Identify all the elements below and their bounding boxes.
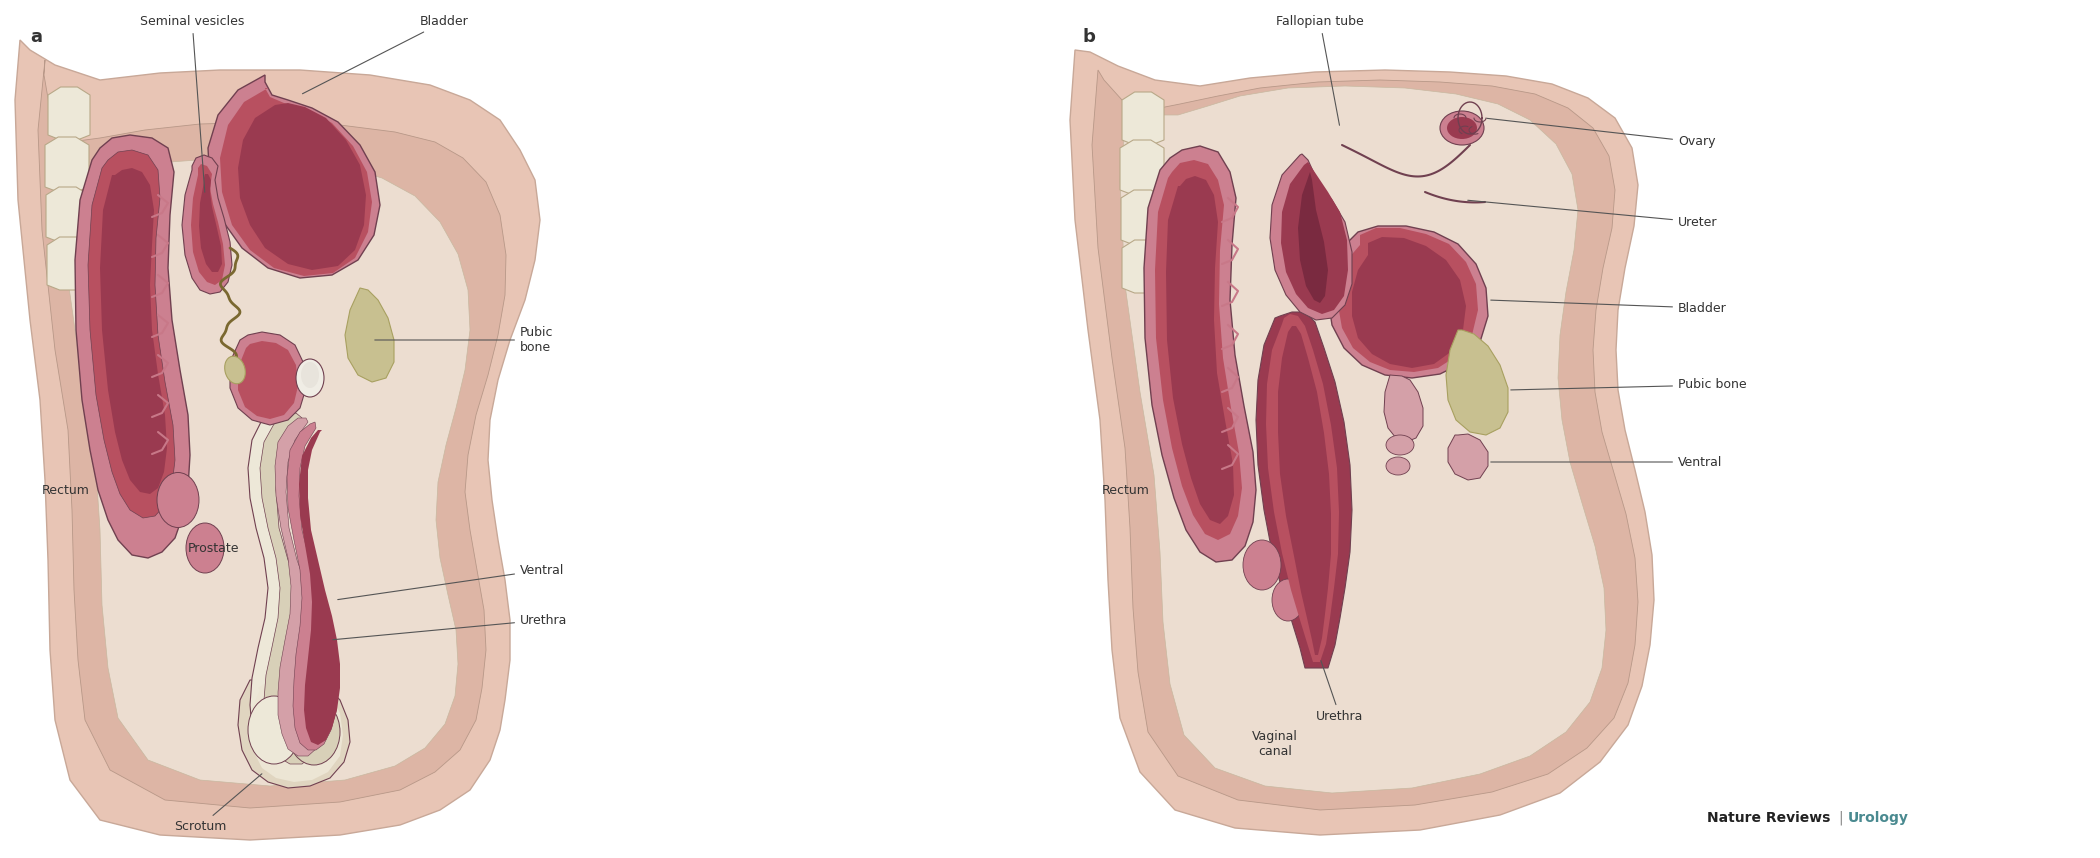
Polygon shape xyxy=(1119,140,1163,195)
Ellipse shape xyxy=(1386,457,1409,475)
Ellipse shape xyxy=(187,523,225,573)
Text: a: a xyxy=(29,28,42,46)
Text: Urology: Urology xyxy=(1848,811,1909,825)
Polygon shape xyxy=(1338,228,1478,372)
Text: Ventral: Ventral xyxy=(338,564,565,600)
Polygon shape xyxy=(1071,50,1655,835)
Polygon shape xyxy=(288,422,338,750)
Text: Ovary: Ovary xyxy=(1487,118,1716,148)
Polygon shape xyxy=(48,87,90,140)
Polygon shape xyxy=(101,168,168,494)
Text: |: | xyxy=(1838,811,1842,825)
Ellipse shape xyxy=(300,362,319,388)
Polygon shape xyxy=(1092,70,1638,810)
Polygon shape xyxy=(15,40,540,840)
Text: Ureter: Ureter xyxy=(1468,200,1718,228)
Polygon shape xyxy=(344,288,395,382)
Polygon shape xyxy=(250,680,342,782)
Polygon shape xyxy=(260,413,330,764)
Text: Ventral: Ventral xyxy=(1491,456,1722,468)
Polygon shape xyxy=(1121,92,1163,145)
Ellipse shape xyxy=(288,699,340,765)
Polygon shape xyxy=(65,95,470,786)
Polygon shape xyxy=(1281,162,1348,314)
Polygon shape xyxy=(76,135,189,558)
Text: Rectum: Rectum xyxy=(42,484,90,497)
Polygon shape xyxy=(1327,226,1489,378)
Polygon shape xyxy=(183,155,231,294)
Polygon shape xyxy=(298,430,340,745)
Text: Nature Reviews: Nature Reviews xyxy=(1707,811,1829,825)
Text: Bladder: Bladder xyxy=(302,15,468,94)
Ellipse shape xyxy=(1386,435,1413,455)
Ellipse shape xyxy=(1447,117,1476,139)
Polygon shape xyxy=(248,408,328,772)
Ellipse shape xyxy=(225,356,246,384)
Text: Fallopian tube: Fallopian tube xyxy=(1277,15,1363,125)
Polygon shape xyxy=(1144,146,1256,562)
Polygon shape xyxy=(88,150,174,518)
Text: Urethra: Urethra xyxy=(332,613,567,640)
Polygon shape xyxy=(275,418,332,756)
Polygon shape xyxy=(237,675,351,788)
Text: Urethra: Urethra xyxy=(1317,661,1363,723)
Polygon shape xyxy=(1121,190,1163,245)
Ellipse shape xyxy=(296,359,323,397)
Polygon shape xyxy=(237,103,365,270)
Polygon shape xyxy=(1256,312,1352,668)
Ellipse shape xyxy=(158,473,200,528)
Polygon shape xyxy=(220,88,372,276)
Ellipse shape xyxy=(1273,579,1304,621)
Polygon shape xyxy=(1352,237,1466,368)
Polygon shape xyxy=(1279,326,1331,655)
Text: Pubic
bone: Pubic bone xyxy=(374,326,554,354)
Polygon shape xyxy=(208,75,380,278)
Polygon shape xyxy=(1447,330,1508,435)
Polygon shape xyxy=(38,60,506,808)
Text: Bladder: Bladder xyxy=(1491,300,1726,315)
Ellipse shape xyxy=(1243,540,1281,590)
Polygon shape xyxy=(231,332,307,425)
Text: Prostate: Prostate xyxy=(189,541,239,554)
Polygon shape xyxy=(1121,240,1163,293)
Polygon shape xyxy=(1449,434,1489,480)
Polygon shape xyxy=(191,164,225,285)
Polygon shape xyxy=(237,341,298,419)
Polygon shape xyxy=(46,237,88,290)
Text: Scrotum: Scrotum xyxy=(174,774,262,833)
Ellipse shape xyxy=(248,696,300,764)
Polygon shape xyxy=(1119,86,1606,793)
Polygon shape xyxy=(44,137,88,192)
Polygon shape xyxy=(46,187,88,242)
Text: Pubic bone: Pubic bone xyxy=(1510,378,1747,391)
Polygon shape xyxy=(200,174,223,272)
Polygon shape xyxy=(1166,176,1235,524)
Polygon shape xyxy=(1384,375,1424,442)
Text: b: b xyxy=(1082,28,1094,46)
Text: Vaginal
canal: Vaginal canal xyxy=(1252,730,1298,758)
Polygon shape xyxy=(1298,172,1327,303)
Ellipse shape xyxy=(1441,111,1485,145)
Polygon shape xyxy=(1266,314,1340,662)
Text: Rectum: Rectum xyxy=(1102,484,1151,497)
Text: Seminal vesicles: Seminal vesicles xyxy=(141,15,244,192)
Polygon shape xyxy=(1155,160,1241,540)
Polygon shape xyxy=(1270,154,1352,320)
